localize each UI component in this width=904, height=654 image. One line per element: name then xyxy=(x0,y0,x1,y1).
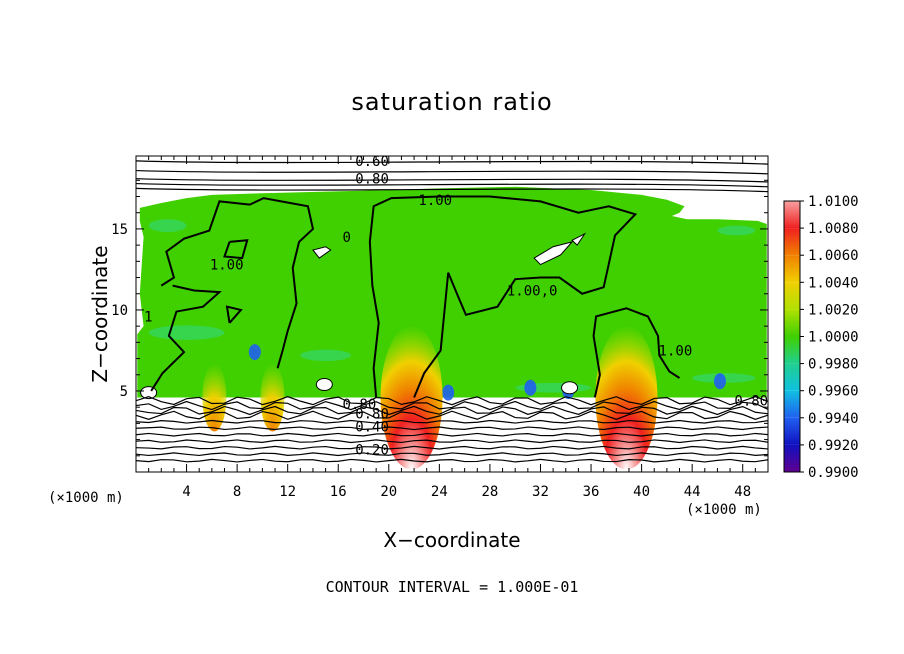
chart-title: saturation ratio xyxy=(351,88,553,116)
contour-line-1.00 xyxy=(225,305,243,324)
colorbar-label: 1.0100 xyxy=(808,194,859,210)
colorbar-label: 1.0000 xyxy=(808,330,859,346)
supersaturation-plume xyxy=(595,325,658,470)
contour-label: 0.80 xyxy=(355,172,389,188)
contour-line-upper xyxy=(135,160,769,165)
contour-line-lower xyxy=(135,410,769,420)
colorbar-band xyxy=(784,255,800,283)
contour-interval-note: CONTOUR INTERVAL = 1.000E-01 xyxy=(325,578,579,596)
contour-label: 1.00,0 xyxy=(507,284,558,300)
contour-line-lower xyxy=(135,432,769,437)
contour-line-lower xyxy=(135,426,769,431)
x-tick-label: 24 xyxy=(431,484,448,500)
x-tick-label: 12 xyxy=(279,484,296,500)
x-tick-label: 48 xyxy=(734,484,751,500)
contour-line-lower xyxy=(135,439,769,444)
contour-line-1.00 xyxy=(368,195,638,398)
x-axis-label: X−coordinate xyxy=(383,528,521,552)
contour-line-1.00 xyxy=(223,239,249,260)
contour-line-1.00 xyxy=(592,307,681,398)
clear-air-hole xyxy=(571,232,587,246)
dry-spot xyxy=(713,373,726,390)
colorbar-band xyxy=(784,336,800,364)
colorbar-band xyxy=(784,309,800,337)
clear-air-hole xyxy=(312,246,332,259)
y-tick-label: 5 xyxy=(120,384,128,400)
contour-line-lower xyxy=(135,445,769,450)
contour-label: 1 xyxy=(144,309,152,325)
x-tick-label: 32 xyxy=(532,484,549,500)
contour-line-lower xyxy=(135,400,769,411)
colorbar-label: 0.9920 xyxy=(808,438,859,454)
contour-label: 0.80 xyxy=(734,394,768,410)
y-tick-label: 15 xyxy=(111,222,128,238)
cyan-streak xyxy=(148,219,187,233)
colorbar-band xyxy=(784,363,800,391)
clear-air-hole xyxy=(533,241,574,266)
dry-spot xyxy=(442,384,455,401)
colorbar-band xyxy=(784,390,800,418)
colorbar-band xyxy=(784,201,800,229)
colorbar-label: 1.0020 xyxy=(808,302,859,318)
colorbar-label: 1.0080 xyxy=(808,221,859,237)
contour-label: 1.00 xyxy=(659,343,693,359)
x-tick-label: 4 xyxy=(182,484,190,500)
contour-label: 0.80 xyxy=(355,407,389,423)
clear-air-hole xyxy=(315,377,333,391)
x-tick-label: 28 xyxy=(481,484,498,500)
contour-line-lower xyxy=(135,419,769,424)
contour-line-upper xyxy=(135,178,769,183)
contour-label: 0 xyxy=(343,230,351,246)
x-tick-label: 20 xyxy=(380,484,397,500)
supersaturation-plume xyxy=(260,363,285,432)
colorbar-band xyxy=(784,417,800,445)
colorbar-label: 0.9980 xyxy=(808,357,859,373)
contour-line-lower xyxy=(135,396,769,406)
contour-line-1.00 xyxy=(150,284,222,392)
colorbar-label: 1.0040 xyxy=(808,275,859,291)
dry-spot xyxy=(524,379,537,396)
cyan-streak xyxy=(717,225,756,236)
x-unit-left: (×1000 m) xyxy=(48,490,124,506)
contour-line-upper xyxy=(135,187,769,193)
cyan-streak xyxy=(300,349,351,361)
x-tick-label: 44 xyxy=(684,484,701,500)
y-tick-label: 10 xyxy=(111,303,128,319)
colorbar-label: 0.9960 xyxy=(808,384,859,400)
contour-label: 1.00 xyxy=(210,258,244,274)
contour-label: 0.20 xyxy=(355,442,389,458)
colorbar-band xyxy=(784,444,800,472)
cloud-field xyxy=(137,186,767,398)
cyan-streak xyxy=(148,325,225,340)
contour-label: 1.00 xyxy=(418,193,452,209)
colorbar-band xyxy=(784,282,800,310)
contour-line-lower xyxy=(135,452,769,457)
contour-line-lower xyxy=(135,458,769,463)
contour-line-1.00 xyxy=(160,197,315,369)
colorbar-label: 1.0060 xyxy=(808,248,859,264)
x-unit-right: (×1000 m) xyxy=(686,502,762,518)
x-tick-label: 16 xyxy=(330,484,347,500)
contour-line-upper xyxy=(135,182,769,188)
contour-line-lower xyxy=(135,405,769,416)
contour-label: 0.40 xyxy=(355,420,389,436)
contour-line-upper xyxy=(135,169,769,175)
x-tick-label: 8 xyxy=(233,484,241,500)
clear-air-hole xyxy=(561,381,579,395)
colorbar-label: 0.9900 xyxy=(808,465,859,481)
x-tick-label: 36 xyxy=(583,484,600,500)
colorbar-band xyxy=(784,228,800,256)
colorbar-label: 0.9940 xyxy=(808,411,859,427)
dry-spot xyxy=(248,344,261,361)
contour-label: 0.80 xyxy=(343,397,377,413)
x-tick-label: 40 xyxy=(633,484,650,500)
